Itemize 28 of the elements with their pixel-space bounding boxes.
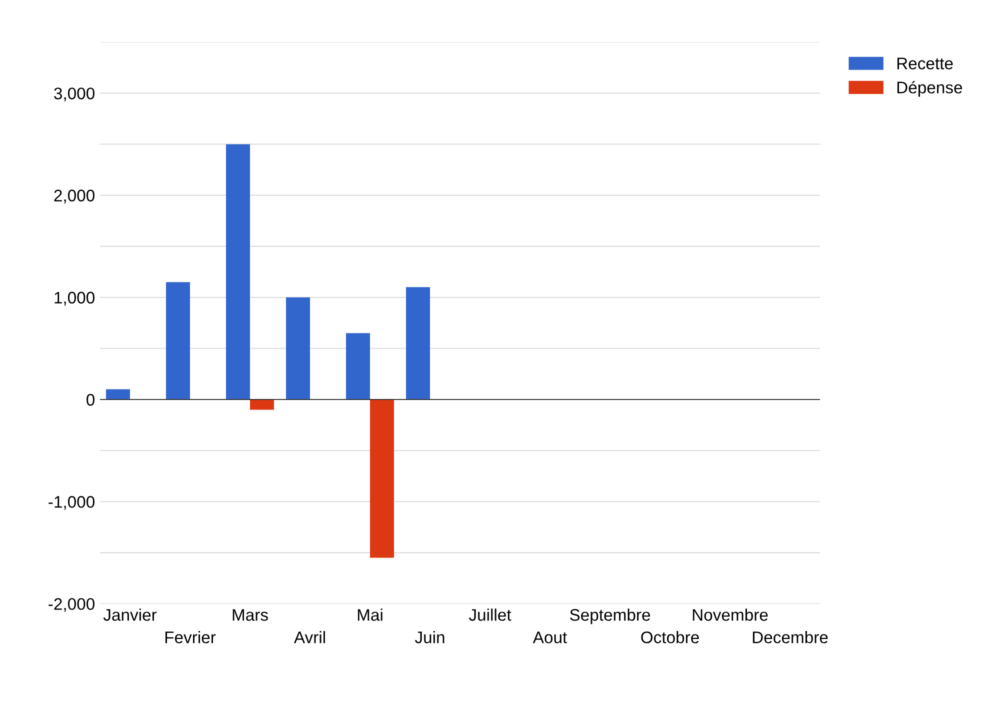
x-tick-label: Septembre (570, 608, 650, 624)
bar (346, 333, 370, 400)
x-tick-label: Mai (358, 608, 382, 621)
y-tick-label: 2,000 (54, 190, 94, 204)
bar (250, 400, 274, 410)
legend-label: Dépense (897, 80, 962, 97)
y-tick-label: -2,000 (48, 598, 94, 612)
x-tick-label: Fevrier (165, 631, 216, 644)
bar (226, 144, 250, 400)
x-tick-label: Mars (232, 609, 268, 621)
bar (406, 287, 430, 400)
bar (286, 297, 310, 400)
x-tick-label: Janvier (103, 608, 157, 621)
y-tick-label: 1,000 (54, 292, 94, 306)
bar (370, 400, 394, 558)
x-tick-label: Avril (294, 631, 325, 644)
x-tick-label: Juillet (468, 608, 512, 621)
x-tick-label: Novembre (692, 608, 768, 621)
bar (166, 282, 190, 400)
x-tick-label: Aout (532, 632, 568, 644)
legend-label: Recette (897, 58, 953, 70)
x-tick-label: Octobre (641, 631, 699, 644)
x-tick-label: Decembre (752, 631, 828, 644)
x-tick-label: Juin (414, 631, 444, 644)
y-tick-label: 3,000 (54, 88, 94, 102)
bar (106, 389, 130, 400)
y-tick-label: -1,000 (48, 496, 94, 510)
y-tick-label: 0 (86, 394, 94, 406)
